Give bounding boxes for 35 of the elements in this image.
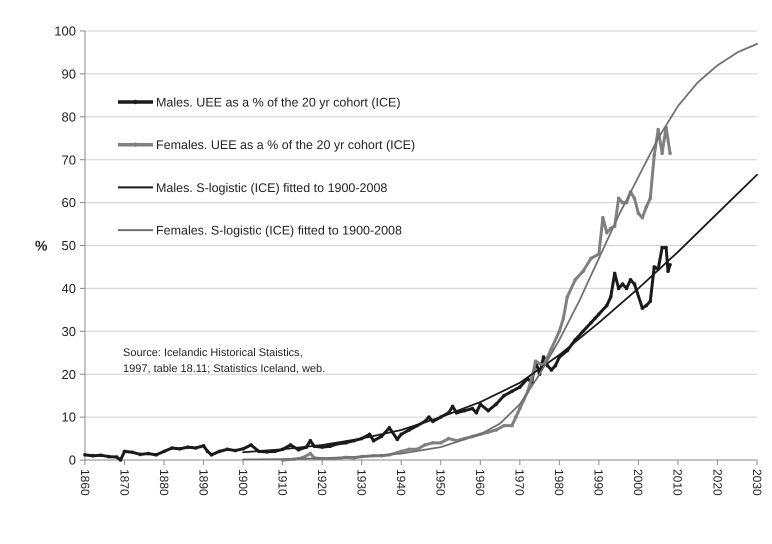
y-tick-label: 100: [54, 24, 76, 39]
y-tick-label: 20: [62, 366, 76, 382]
y-tick-label: 70: [62, 152, 76, 168]
y-tick-label: 40: [62, 280, 76, 296]
x-tick-label: 2020: [710, 469, 724, 496]
x-tick-label: 1930: [354, 469, 369, 496]
legend-label: Females. S-logistic (ICE) fitted to 1900-2008: [156, 223, 402, 238]
x-tick-label: 2000: [631, 469, 646, 496]
legend-label: Females. UEE as a % of the 20 yr cohort (ICE): [156, 138, 416, 152]
x-tick-label: 1900: [236, 469, 250, 496]
y-tick-label: 10: [62, 410, 76, 425]
x-tick-label: 2010: [670, 469, 685, 496]
annotation: Source: Icelandic Historical Staistics, 1997, table 18.11; Statistics Iceland, web.: [123, 347, 326, 375]
x-tick-label: 1940: [394, 469, 408, 496]
x-tick-label: 1960: [473, 469, 488, 496]
x-tick-label: 1870: [117, 469, 132, 496]
x-tick-label: 1880: [156, 469, 171, 496]
y-tick-label: 90: [62, 66, 76, 82]
x-tick-label: 1980: [552, 469, 566, 496]
y-tick-label: 0: [68, 452, 76, 468]
x-tick-label: 1970: [512, 469, 527, 496]
y-tick-label: 60: [62, 195, 76, 210]
y-tick-label: 30: [62, 324, 76, 339]
y-axis-title: %: [35, 237, 48, 254]
legend-label: Males. UEE as a % of the 20 yr cohort (ICE): [156, 95, 401, 110]
x-tick-label: 1920: [314, 469, 329, 496]
x-tick-label: 1890: [196, 469, 210, 496]
x-tick-label: 1910: [275, 469, 290, 496]
y-tick-label: 50: [62, 238, 76, 254]
x-tick-label: 1990: [592, 469, 606, 496]
x-tick-label: 2030: [750, 469, 764, 496]
legend-label: Males. S-logistic (ICE) fitted to 1900-2008: [156, 180, 388, 195]
x-tick-label: 1950: [434, 469, 448, 496]
x-tick-label: 1860: [78, 469, 92, 496]
y-tick-label: 80: [62, 109, 76, 124]
